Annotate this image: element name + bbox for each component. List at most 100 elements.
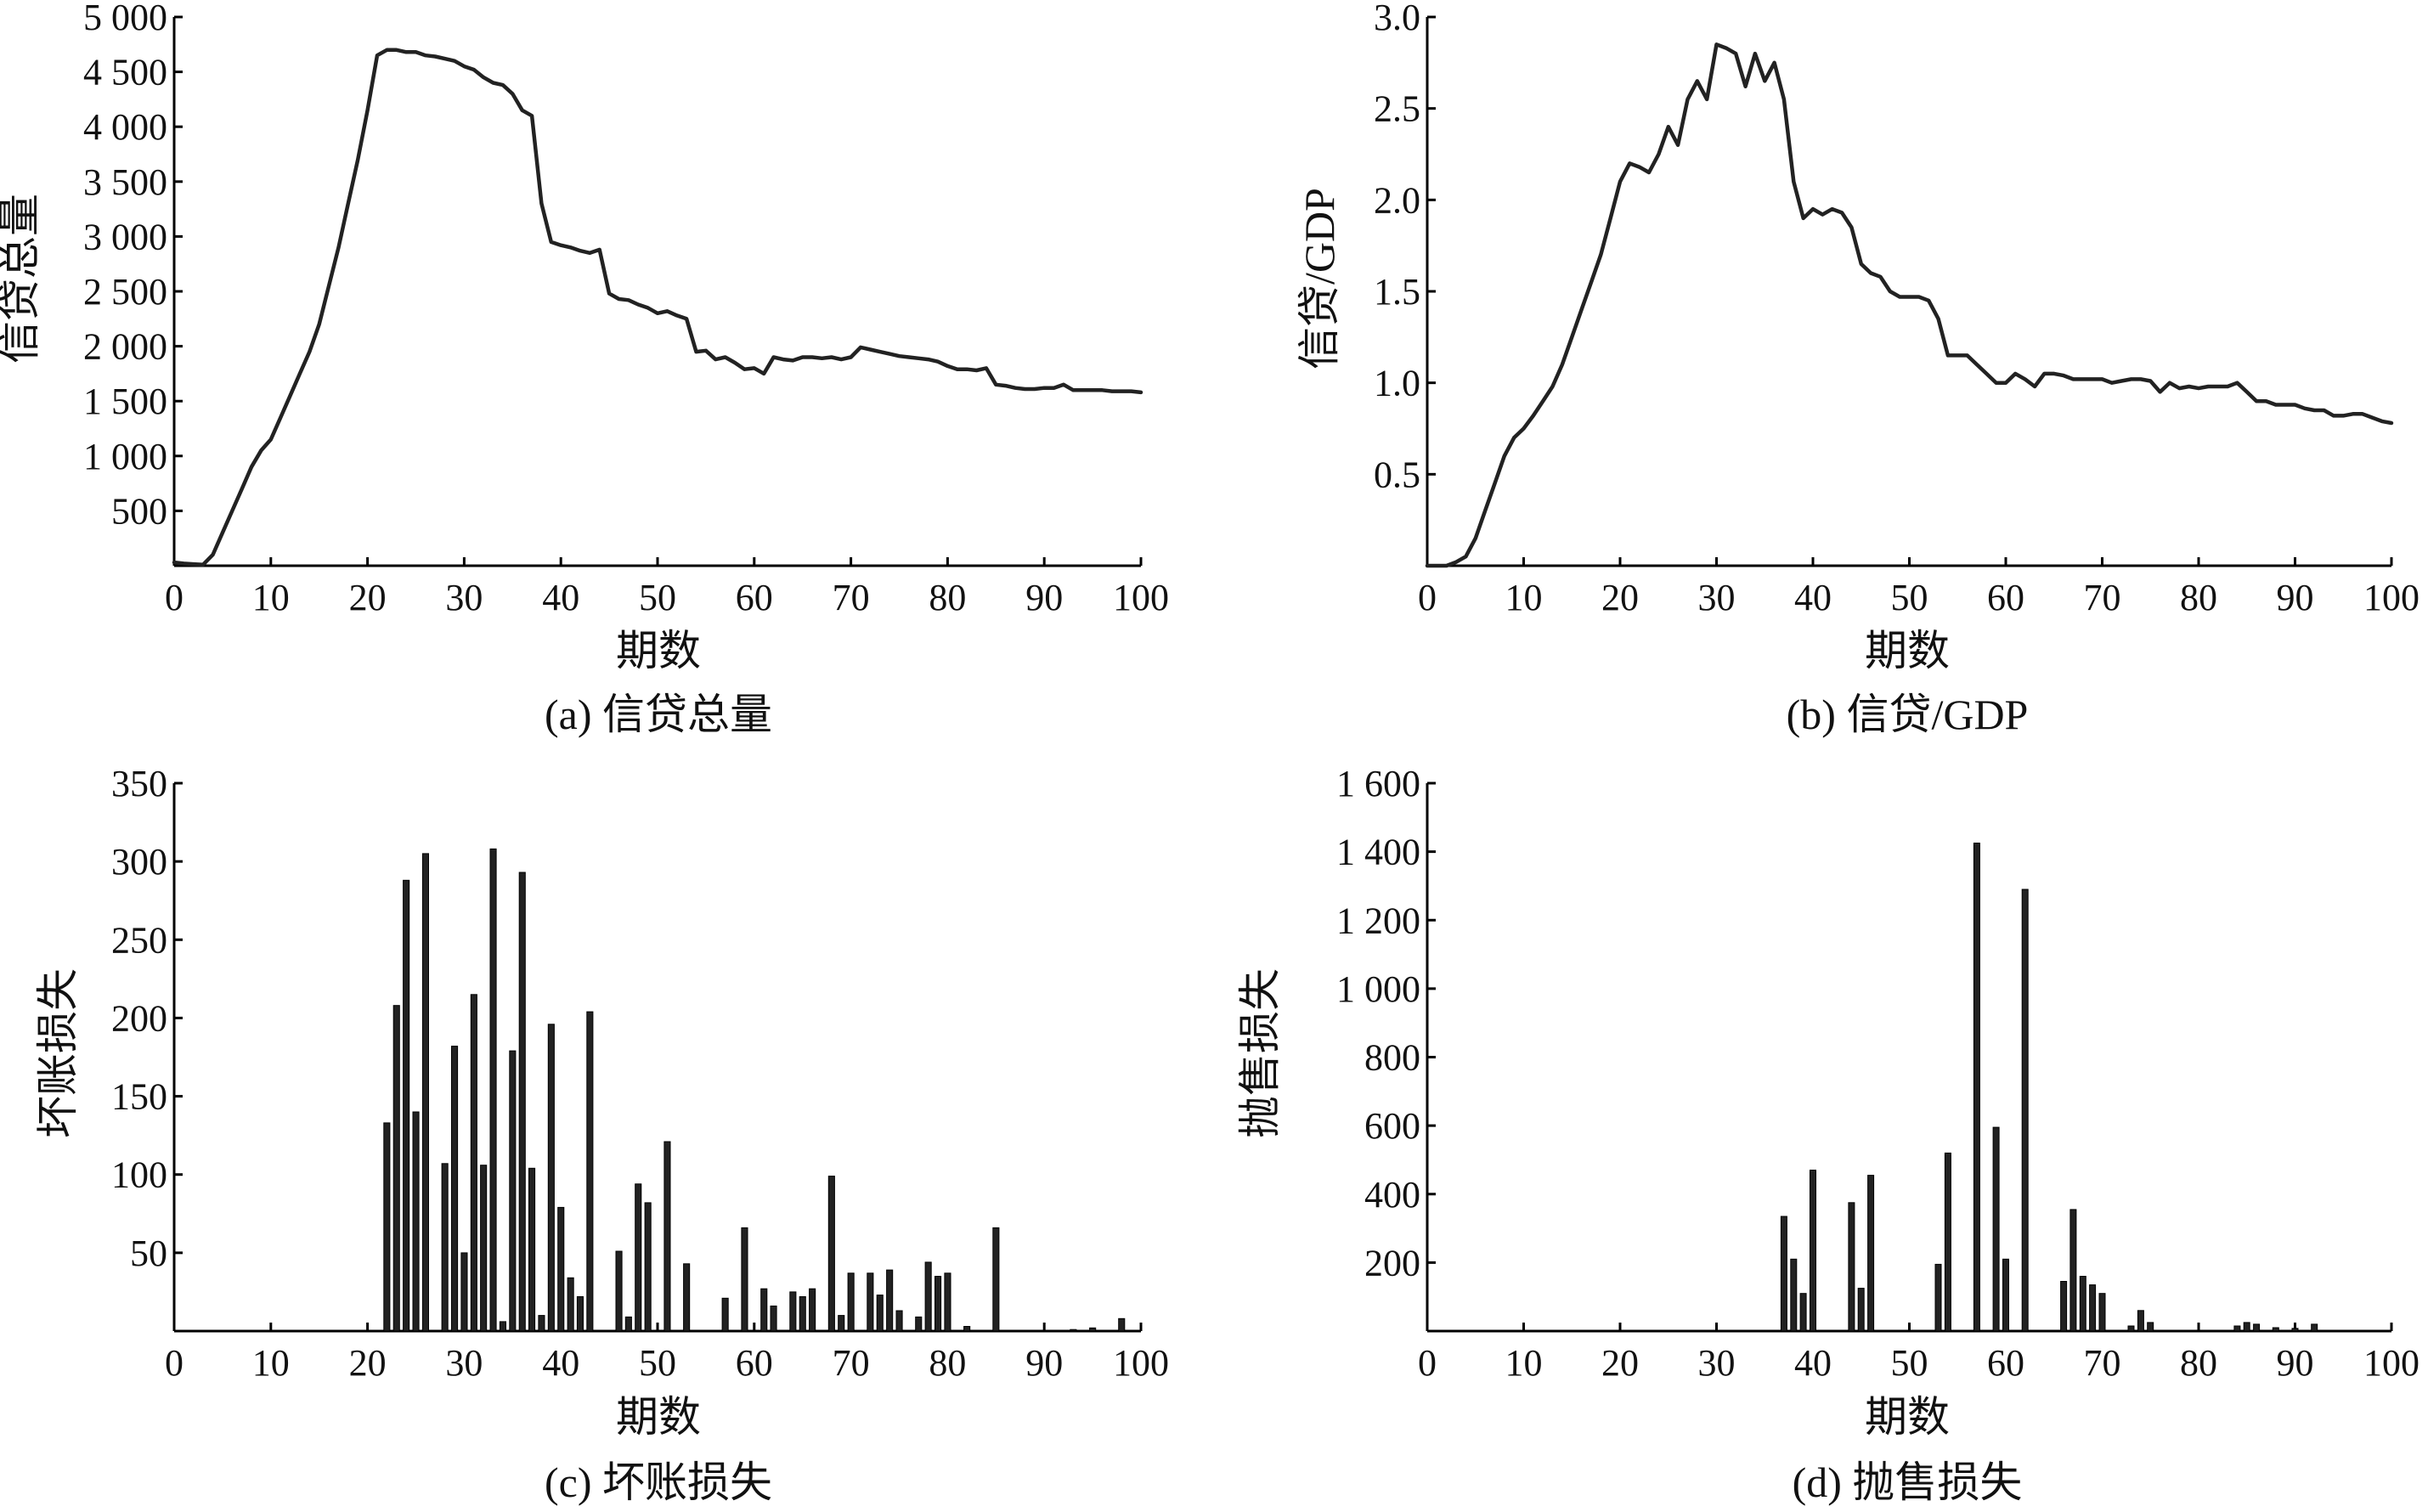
marks	[383, 848, 1126, 1332]
bar	[421, 853, 429, 1332]
x-tick-label: 50	[639, 1342, 676, 1384]
bar	[547, 1024, 555, 1332]
bar	[2127, 1325, 2135, 1332]
y-tick-label: 2 500	[83, 271, 167, 313]
x-tick-label: 80	[2180, 1342, 2217, 1384]
x-tick-label: 70	[833, 577, 870, 618]
bar	[615, 1250, 623, 1332]
bar	[1973, 843, 1980, 1332]
x-tick-label: 10	[252, 1342, 290, 1384]
bar	[2079, 1276, 2086, 1332]
bar	[1810, 1170, 1816, 1332]
bar	[2021, 889, 2029, 1332]
axes: 0 10 20 30 40 50 60 70 80 90 100 50 100 150 200 250 300 3…	[111, 763, 1169, 1384]
bar	[2098, 1293, 2106, 1332]
y-axis-title: 抛售损失	[1236, 968, 1284, 1138]
bar	[847, 1272, 855, 1332]
y-tick-label: 2 000	[83, 326, 167, 368]
bar	[924, 1261, 932, 1332]
x-tick-label: 30	[1698, 1342, 1736, 1384]
x-axis-title: 期数	[1865, 627, 1950, 674]
panel-credit-gdp-ratio: 0 10 20 30 40 50 60 70 80 90 100 0.5 1.0 1.5 2.0 2.5 3.0…	[1296, 0, 2420, 738]
bar	[509, 1050, 517, 1332]
bar	[2060, 1281, 2068, 1332]
x-tick-label: 0	[165, 1342, 184, 1384]
x-tick-label: 60	[1987, 577, 2024, 618]
bar	[441, 1163, 449, 1332]
bar	[576, 1296, 584, 1332]
x-axis-title: 期数	[616, 1393, 701, 1441]
bar	[1848, 1202, 1855, 1332]
bar	[451, 1046, 459, 1332]
bar	[838, 1315, 845, 1332]
bar	[876, 1295, 884, 1332]
x-tick-label: 10	[1505, 1342, 1543, 1384]
y-tick-label: 400	[1364, 1174, 1420, 1216]
y-tick-label: 4 000	[83, 106, 167, 148]
bar	[586, 1011, 594, 1332]
chart-caption: (a) 信贷总量	[545, 691, 772, 738]
y-axis-title: 信贷/GDP	[1296, 188, 1343, 370]
x-tick-label: 50	[1891, 1342, 1928, 1384]
x-tick-label: 60	[736, 577, 773, 618]
bar	[867, 1272, 874, 1332]
bar	[2291, 1328, 2299, 1332]
y-axis-title: 信贷总量	[0, 194, 43, 364]
bar	[635, 1183, 642, 1332]
chart-caption: (d) 抛售损失	[1793, 1458, 2023, 1506]
bar	[934, 1276, 942, 1332]
y-tick-label: 1 500	[83, 381, 167, 422]
x-tick-label: 60	[1987, 1342, 2024, 1384]
series-line	[172, 48, 1143, 567]
y-tick-label: 3 500	[83, 161, 167, 203]
bar	[760, 1288, 768, 1332]
y-tick-label: 800	[1364, 1037, 1420, 1079]
bar	[789, 1291, 797, 1332]
bar	[944, 1272, 951, 1332]
bar	[2147, 1322, 2154, 1332]
x-axis-title: 期数	[616, 627, 701, 674]
x-tick-label: 0	[1418, 1342, 1437, 1384]
bar	[528, 1167, 536, 1332]
y-tick-label: 3.0	[1374, 0, 1420, 38]
y-tick-label: 4 500	[83, 52, 167, 93]
bar	[1992, 1126, 2000, 1332]
bar	[460, 1252, 468, 1332]
y-tick-label: 1 200	[1336, 900, 1420, 941]
panel-bad-debt-loss: 0 10 20 30 40 50 60 70 80 90 100 50 100 150 200 250 300 3…	[34, 763, 1169, 1506]
bar	[1934, 1263, 1942, 1332]
y-tick-label: 350	[111, 763, 167, 804]
x-tick-label: 40	[1794, 577, 1832, 618]
panel-credit-total: 0 10 20 30 40 50 60 70 80 90 100 500 1 000 1 500 2 000…	[0, 0, 1169, 738]
x-tick-label: 20	[1601, 1342, 1639, 1384]
y-tick-label: 200	[111, 997, 167, 1039]
x-tick-label: 10	[1505, 577, 1543, 618]
y-tick-label: 150	[111, 1076, 167, 1118]
y-tick-label: 3 000	[83, 216, 167, 257]
x-tick-label: 90	[2277, 577, 2314, 618]
y-tick-label: 0.5	[1374, 454, 1420, 495]
bar	[403, 879, 410, 1332]
y-tick-label: 1.0	[1374, 363, 1420, 404]
marks	[1780, 843, 2318, 1332]
x-tick-label: 30	[1698, 577, 1736, 618]
x-tick-label: 50	[639, 577, 676, 618]
bar	[721, 1297, 729, 1332]
bar	[2243, 1322, 2250, 1332]
x-tick-label: 20	[349, 1342, 387, 1384]
bar	[886, 1269, 894, 1332]
x-tick-label: 40	[1794, 1342, 1832, 1384]
x-tick-label: 90	[2277, 1342, 2314, 1384]
bar	[2089, 1284, 2097, 1332]
x-tick-label: 70	[833, 1342, 870, 1384]
bar	[392, 1005, 400, 1332]
x-tick-label: 80	[2180, 577, 2217, 618]
x-tick-label: 30	[445, 577, 483, 618]
series-line	[1425, 42, 2394, 568]
y-tick-label: 2.5	[1374, 88, 1420, 130]
bar	[1867, 1175, 1875, 1332]
axes: 0 10 20 30 40 50 60 70 80 90 100 200 400 600 800 1 000 1…	[1336, 763, 2420, 1384]
y-tick-label: 1.5	[1374, 271, 1420, 313]
bar	[1089, 1327, 1097, 1332]
